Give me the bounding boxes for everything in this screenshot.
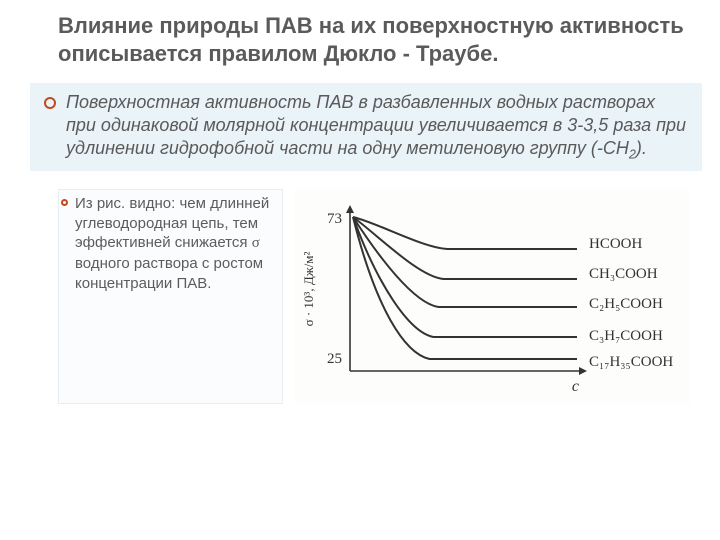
- highlight-band: Поверхностная активность ПАВ в разбавлен…: [30, 83, 702, 171]
- left-note: Из рис. видно: чем длинней углеводородна…: [58, 189, 283, 404]
- svg-text:73: 73: [327, 211, 342, 227]
- bullet-icon: [61, 199, 68, 206]
- svg-text:c: c: [572, 378, 579, 395]
- svg-text:25: 25: [327, 351, 342, 367]
- main-paragraph: Поверхностная активность ПАВ в разбавлен…: [66, 91, 688, 163]
- svg-text:CH₃COOH: CH₃COOH: [589, 266, 658, 282]
- slide-title: Влияние природы ПАВ на их поверхностную …: [58, 12, 692, 67]
- svg-text:HCOOH: HCOOH: [589, 236, 643, 252]
- surface-tension-chart: 73 25 σ · 10³, Дж/м² c HCOOH CH₃COOH C₂H₅COOH C…: [295, 189, 692, 404]
- svg-text:C₁₇H₃₅COOH: C₁₇H₃₅COOH: [589, 354, 673, 370]
- svg-text:C₂H₅COOH: C₂H₅COOH: [589, 296, 663, 312]
- svg-text:σ · 10³, Дж/м²: σ · 10³, Дж/м²: [301, 251, 316, 326]
- svg-text:C₃H₇COOH: C₃H₇COOH: [589, 328, 663, 344]
